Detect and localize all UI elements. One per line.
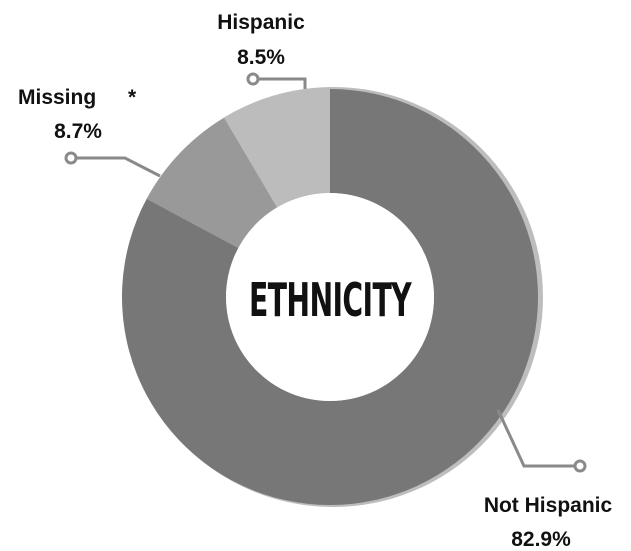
slice-label-hispanic: Hispanic — [217, 11, 305, 34]
leader-dot-hispanic — [246, 72, 260, 86]
leader-line-missing — [76, 156, 161, 178]
leader-dot-not-hispanic — [573, 459, 587, 473]
slice-missing — [146, 117, 278, 248]
slice-hispanic — [224, 89, 330, 208]
slice-value-hispanic: 8.5% — [237, 46, 285, 69]
slice-marker-missing: * — [128, 86, 137, 109]
leader-dot-missing — [64, 151, 78, 165]
slice-label-not-hispanic: Not Hispanic — [484, 494, 613, 517]
slice-not-hispanic — [122, 89, 539, 505]
donut-slices — [122, 89, 539, 505]
slice-label-missing: Missing — [18, 86, 96, 109]
leader-line-hispanic — [258, 77, 307, 89]
slice-value-not-hispanic: 82.9% — [511, 528, 571, 551]
donut-hole — [226, 193, 434, 401]
slice-value-missing: 8.7% — [54, 120, 102, 143]
center-label: ETHNICITY — [249, 273, 412, 327]
leader-line-not-hispanic — [496, 409, 575, 468]
